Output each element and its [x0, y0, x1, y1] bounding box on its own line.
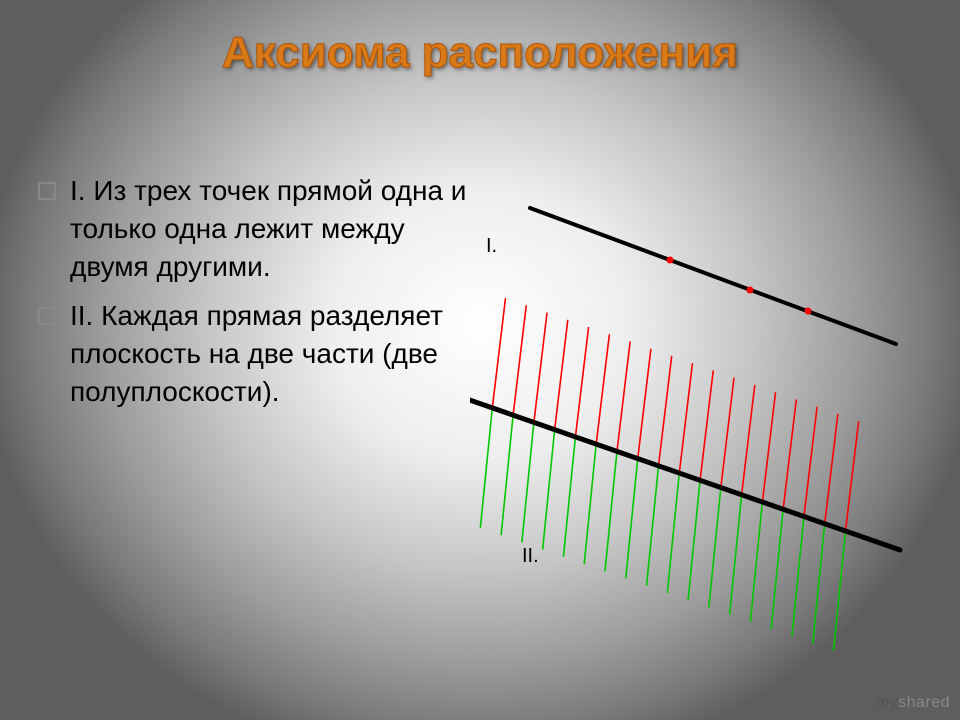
watermark-my: my [876, 694, 898, 711]
body-text: I. Из трех точек прямой одна и только од… [38, 172, 478, 423]
slide-title: Аксиома расположения [0, 28, 960, 78]
svg-text:II.: II. [522, 545, 539, 567]
diagram-area: I. II. [470, 170, 960, 670]
title-text: Аксиома расположения [222, 28, 738, 77]
bullet-item: II. Каждая прямая разделяет плоскость на… [38, 297, 478, 410]
bullet-text: II. Каждая прямая разделяет плоскость на… [70, 297, 478, 410]
slide: Аксиома расположения I. Из трех точек пр… [0, 0, 960, 720]
bullet-marker-icon [38, 307, 56, 325]
bullet-marker-icon [38, 182, 56, 200]
bullet-item: I. Из трех точек прямой одна и только од… [38, 172, 478, 285]
watermark-shared: shared [898, 694, 950, 711]
diagram-svg: I. II. [470, 170, 960, 670]
watermark: myshared [876, 694, 950, 712]
svg-text:I.: I. [486, 235, 497, 257]
bullet-text: I. Из трех точек прямой одна и только од… [70, 172, 478, 285]
